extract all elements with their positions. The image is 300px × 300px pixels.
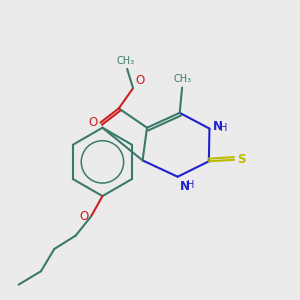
- Text: CH₃: CH₃: [173, 74, 191, 84]
- Text: O: O: [135, 74, 145, 87]
- Text: N: N: [180, 180, 190, 193]
- Text: O: O: [79, 210, 88, 223]
- Text: S: S: [237, 153, 246, 166]
- Text: O: O: [88, 116, 98, 129]
- Text: N: N: [213, 120, 223, 133]
- Text: CH₃: CH₃: [117, 56, 135, 66]
- Text: H: H: [187, 180, 194, 190]
- Text: H: H: [220, 123, 227, 133]
